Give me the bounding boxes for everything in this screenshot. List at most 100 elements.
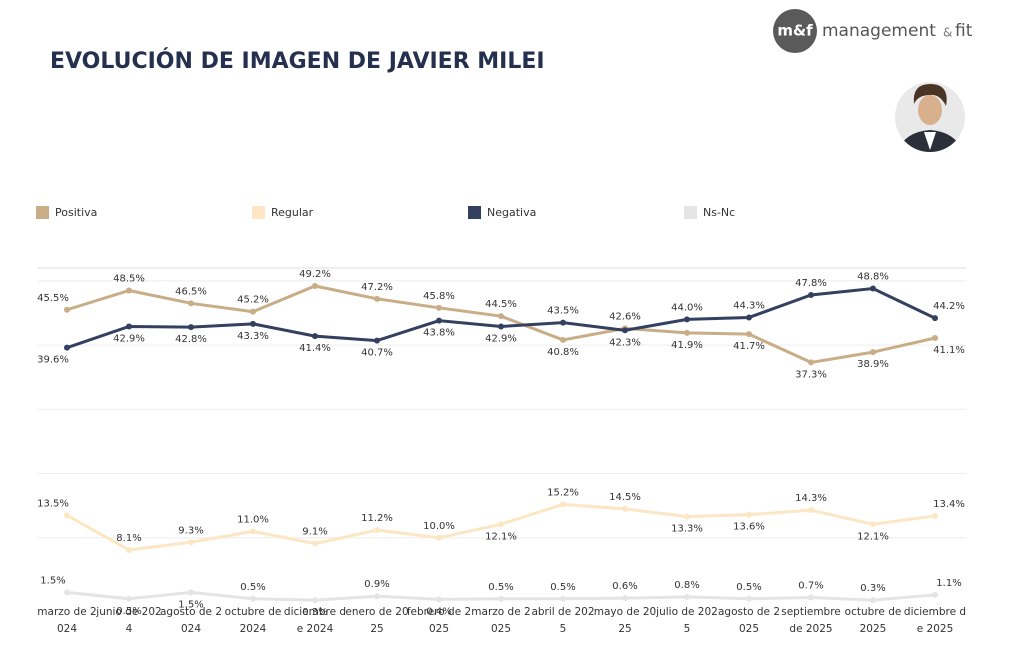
point [932,591,938,598]
logo-circle [773,9,817,53]
x-tick-label: agosto de 2025 [717,606,780,635]
data-label: 38.9% [857,359,889,370]
point [436,534,442,541]
point [622,505,628,512]
point [870,597,876,604]
data-label: 14.5% [609,492,641,503]
data-label: 45.8% [423,291,455,302]
point [932,335,938,342]
logo-amp: & [943,26,952,40]
point [746,314,752,321]
data-label: 40.8% [547,347,579,358]
data-label: 0.3% [860,583,885,594]
data-label: 44.3% [733,300,765,311]
point [312,540,318,547]
data-label: 0.5% [488,582,513,593]
x-tick-label: marzo de 2025 [471,606,531,635]
data-label: 49.2% [299,269,331,280]
point [188,589,194,596]
data-label: 42.8% [175,334,207,345]
data-label: 0.6% [612,581,637,592]
chart-title: EVOLUCIÓN DE IMAGEN DE JAVIER MILEI [50,48,545,74]
point [498,323,504,330]
point [746,595,752,602]
legend-swatch [252,206,265,219]
point [808,507,814,514]
data-label: 1.5% [178,599,203,610]
point [560,319,566,326]
point [808,594,814,601]
data-label: 43.5% [547,306,579,317]
point [126,287,132,294]
point [374,337,380,344]
x-tick-label: marzo de 2024 [37,606,97,635]
point [250,528,256,535]
point [684,513,690,520]
data-label: 47.8% [795,278,827,289]
point [870,521,876,528]
data-label: 0.9% [364,579,389,590]
data-label: 0.7% [798,581,823,592]
point [560,595,566,602]
point [808,359,814,366]
x-tick-label: agosto de 2024 [159,606,222,635]
x-tick-label: octubre de 2024 [224,606,282,635]
point [498,595,504,602]
point [250,308,256,315]
point [870,349,876,356]
point [436,596,442,603]
data-label: 42.9% [485,333,517,344]
point [436,317,442,324]
point [188,539,194,546]
point [498,313,504,320]
x-tick-label: diciembre de 2024 [283,606,347,635]
point [126,595,132,602]
point [64,306,70,313]
data-label: 0.5% [116,606,141,617]
data-label: 13.3% [671,524,703,535]
logo-fit: fit [955,21,973,41]
x-tick-label: abril de 2025 [531,606,595,635]
data-label: 47.2% [361,282,393,293]
data-label: 41.9% [671,340,703,351]
point [746,511,752,518]
data-label: 0.5% [240,582,265,593]
x-tick-label: febrero de 2025 [406,606,472,635]
point [64,512,70,519]
x-tick-label: octubre de 2025 [844,606,902,635]
legend-label: Regular [271,206,314,219]
point [64,344,70,351]
data-label: 44.2% [933,301,965,312]
data-label: 43.8% [423,328,455,339]
legend-label: Positiva [55,206,97,219]
data-label: 0.5% [736,582,761,593]
point [932,315,938,322]
x-tick-label: julio de 2025 [656,606,718,635]
point [312,597,318,604]
portrait [895,82,965,152]
legend-swatch [468,206,481,219]
point [870,285,876,292]
point [560,336,566,343]
data-label: 13.5% [37,498,69,509]
point [250,320,256,327]
data-label: 9.3% [178,525,203,536]
point [188,324,194,331]
logo-text: management [822,21,936,41]
data-label: 42.9% [113,333,145,344]
data-label: 41.4% [299,343,331,354]
data-label: 12.1% [857,531,889,542]
point [374,527,380,534]
point [684,593,690,600]
point [126,546,132,553]
data-label: 11.2% [361,513,393,524]
point [684,329,690,336]
x-tick-label: septiembre de 2025 [781,606,841,635]
data-label: 46.5% [175,286,207,297]
data-label: 44.0% [671,302,703,313]
point [560,501,566,508]
point [188,300,194,307]
data-label: 0.3% [302,607,327,618]
